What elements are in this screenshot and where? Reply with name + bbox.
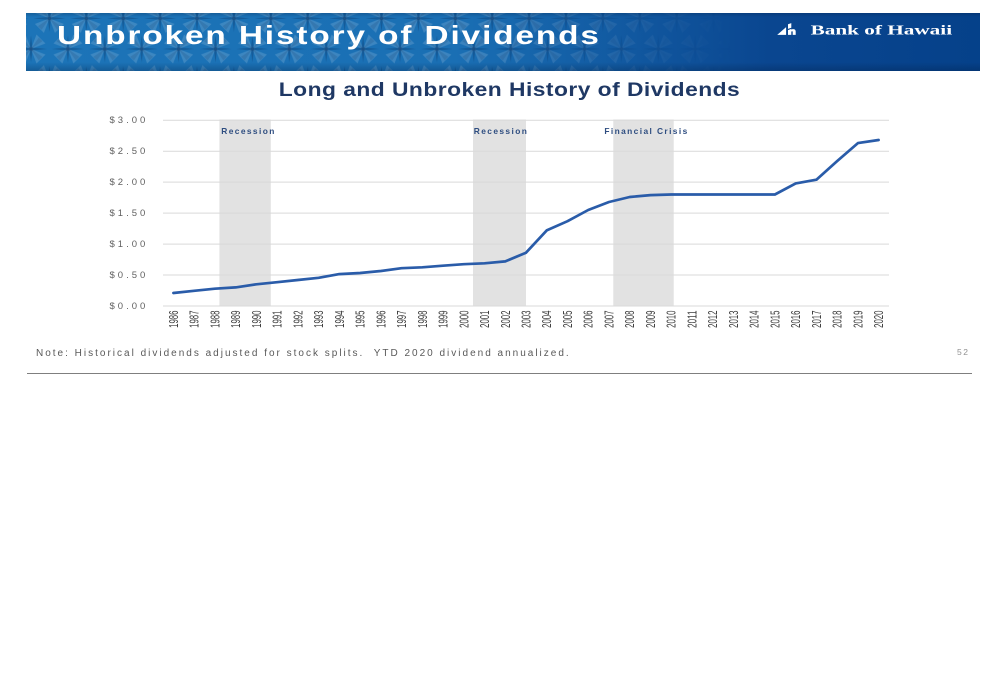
svg-text:1997: 1997 <box>394 311 409 328</box>
svg-text:Financial Crisis: Financial Crisis <box>604 126 688 136</box>
svg-text:2016: 2016 <box>788 310 803 327</box>
svg-text:1992: 1992 <box>290 311 305 328</box>
svg-text:2005: 2005 <box>560 310 575 327</box>
svg-text:1995: 1995 <box>353 311 368 328</box>
svg-text:2018: 2018 <box>830 310 845 327</box>
svg-text:2010: 2010 <box>664 310 679 327</box>
svg-text:2007: 2007 <box>602 310 617 327</box>
svg-text:2002: 2002 <box>498 310 513 327</box>
svg-text:2014: 2014 <box>747 310 762 327</box>
svg-text:$0.00: $0.00 <box>110 301 149 312</box>
svg-text:2000: 2000 <box>456 311 471 328</box>
svg-text:2019: 2019 <box>850 310 865 327</box>
svg-text:$3.00: $3.00 <box>110 115 149 126</box>
svg-text:Recession: Recession <box>474 126 529 136</box>
svg-text:2020: 2020 <box>871 310 886 327</box>
svg-text:2006: 2006 <box>581 310 596 327</box>
svg-text:Bank of Hawaii: Bank of Hawaii <box>811 23 953 38</box>
svg-text:1994: 1994 <box>332 311 347 328</box>
svg-text:2004: 2004 <box>539 310 554 327</box>
svg-text:$2.50: $2.50 <box>110 146 149 157</box>
svg-text:2017: 2017 <box>809 310 824 327</box>
svg-text:1989: 1989 <box>228 311 243 328</box>
svg-text:2012: 2012 <box>705 310 720 327</box>
svg-text:1986: 1986 <box>166 311 181 328</box>
svg-text:1991: 1991 <box>270 311 285 328</box>
svg-text:$2.00: $2.00 <box>110 177 149 188</box>
svg-text:2011: 2011 <box>684 310 699 327</box>
svg-text:$1.00: $1.00 <box>110 239 149 250</box>
svg-text:2008: 2008 <box>622 310 637 327</box>
svg-text:1996: 1996 <box>373 311 388 328</box>
svg-text:1999: 1999 <box>436 311 451 328</box>
svg-text:2009: 2009 <box>643 310 658 327</box>
svg-text:2003: 2003 <box>519 310 534 327</box>
svg-text:2015: 2015 <box>767 310 782 327</box>
svg-text:1993: 1993 <box>311 311 326 328</box>
svg-text:$1.50: $1.50 <box>110 208 149 219</box>
svg-text:Recession: Recession <box>221 126 276 136</box>
svg-text:1990: 1990 <box>249 311 264 328</box>
svg-text:1987: 1987 <box>187 311 202 328</box>
svg-text:$0.50: $0.50 <box>110 270 149 281</box>
svg-text:2013: 2013 <box>726 310 741 327</box>
svg-text:2001: 2001 <box>477 311 492 328</box>
svg-text:1998: 1998 <box>415 311 430 328</box>
svg-text:1988: 1988 <box>207 311 222 328</box>
